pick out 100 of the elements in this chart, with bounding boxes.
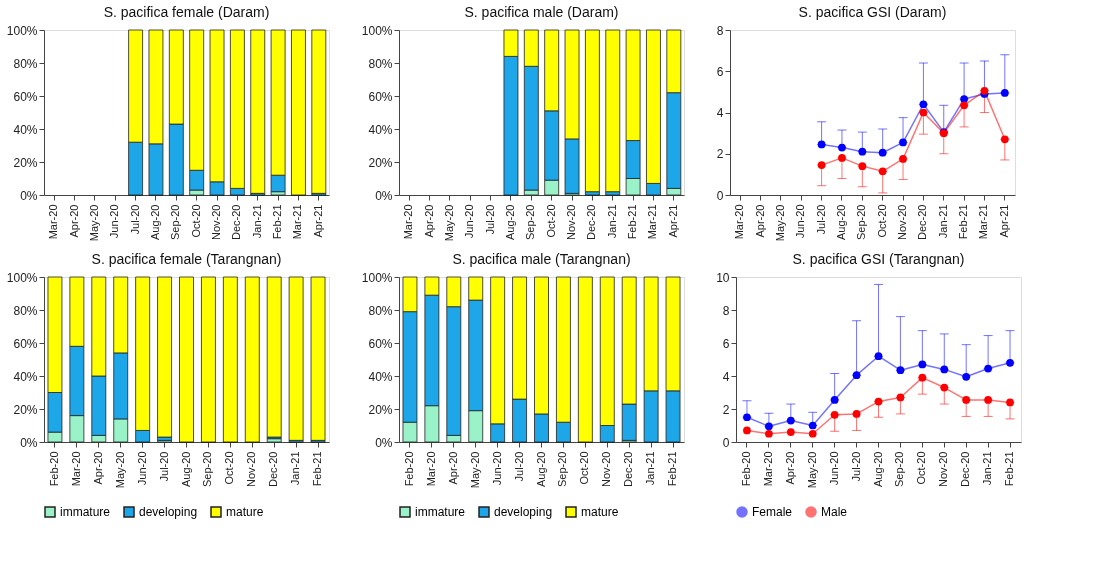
x-tick-label: Dec-20 bbox=[622, 451, 635, 487]
x-tick-label: Jun-20 bbox=[827, 451, 840, 486]
y-tick-label: 8 bbox=[722, 303, 730, 318]
x-tick-label: Feb-20 bbox=[402, 451, 415, 487]
y-tick-label: 6 bbox=[716, 64, 724, 79]
x-tick-label: Apr-20 bbox=[783, 451, 796, 485]
x-tick-label: Feb-20 bbox=[739, 451, 752, 487]
y-tick-label: 60% bbox=[368, 336, 393, 351]
y-tick-label: 60% bbox=[368, 89, 393, 104]
x-tick-label: Mar-20 bbox=[69, 451, 82, 487]
y-tick-label: 40% bbox=[13, 369, 38, 384]
x-tick-label: Mar-21 bbox=[291, 204, 304, 240]
y-tick-label: 100% bbox=[361, 23, 393, 38]
y-tick-label: 40% bbox=[368, 122, 393, 137]
x-tick-label: Apr-21 bbox=[311, 204, 324, 238]
y-tick-label: 80% bbox=[13, 56, 38, 71]
y-tick-label: 60% bbox=[13, 336, 38, 351]
y-tick-label: 60% bbox=[13, 89, 38, 104]
y-tick-label: 0% bbox=[20, 435, 38, 450]
y-tick-label: 4 bbox=[716, 106, 724, 120]
y-tick-label: 6 bbox=[722, 336, 730, 351]
chart-title: S. pacifica GSI (Daram) bbox=[798, 4, 947, 20]
x-tick-label: Oct-20 bbox=[544, 204, 557, 238]
x-tick-label: Jan-21 bbox=[644, 451, 657, 486]
x-tick-label: Nov-20 bbox=[896, 204, 909, 240]
x-tick-label: Feb-21 bbox=[311, 451, 324, 487]
x-tick-label: Jan-21 bbox=[605, 204, 618, 239]
x-tick-label: Jun-20 bbox=[794, 204, 807, 239]
x-tick-label: Mar-20 bbox=[424, 451, 437, 487]
y-tick-label: 0% bbox=[20, 188, 38, 203]
x-tick-label: Nov-20 bbox=[210, 204, 223, 240]
y-tick-label: 80% bbox=[368, 56, 393, 71]
x-tick-label: Dec-20 bbox=[916, 204, 929, 240]
x-tick-label: Apr-20 bbox=[422, 204, 435, 238]
y-tick-label: 0 bbox=[722, 435, 730, 450]
x-tick-label: Apr-21 bbox=[997, 204, 1010, 238]
y-tick-label: 0% bbox=[375, 188, 393, 203]
x-tick-label: Aug-20 bbox=[871, 451, 884, 487]
x-tick-label: Mar-20 bbox=[47, 204, 60, 240]
chart-title: S. pacifica female (Daram) bbox=[103, 4, 270, 20]
x-tick-label: Aug-20 bbox=[179, 451, 192, 487]
x-tick-label: Mar-21 bbox=[646, 204, 659, 240]
x-tick-label: Jan-21 bbox=[981, 451, 994, 486]
legend-label: developing bbox=[494, 505, 553, 519]
x-tick-label: Oct-20 bbox=[915, 451, 928, 485]
y-tick-label: 2 bbox=[722, 402, 730, 417]
y-tick-label: 10 bbox=[716, 270, 730, 285]
x-tick-label: Aug-20 bbox=[503, 204, 516, 240]
x-tick-label: May-20 bbox=[773, 204, 786, 242]
x-tick-label: Apr-20 bbox=[446, 451, 459, 485]
y-tick-label: 2 bbox=[716, 147, 724, 162]
y-tick-label: 20% bbox=[368, 155, 393, 170]
y-tick-label: 80% bbox=[13, 303, 38, 318]
x-tick-label: May-20 bbox=[805, 451, 818, 489]
x-tick-label: Nov-20 bbox=[600, 451, 613, 487]
x-tick-label: Jun-20 bbox=[135, 451, 148, 486]
x-tick-label: May-20 bbox=[113, 451, 126, 489]
x-tick-label: Sep-20 bbox=[169, 204, 182, 240]
x-tick-label: Mar-20 bbox=[733, 204, 746, 240]
x-tick-label: Jan-21 bbox=[250, 204, 263, 239]
x-tick-label: Feb-21 bbox=[626, 204, 639, 240]
y-tick-label: 100% bbox=[361, 270, 393, 285]
x-tick-label: May-20 bbox=[87, 204, 100, 242]
legend-label: developing bbox=[139, 505, 198, 519]
x-tick-label: Jun-20 bbox=[490, 451, 503, 486]
chart-title: S. pacifica GSI (Tarangnan) bbox=[792, 251, 965, 267]
y-tick-label: 0% bbox=[375, 435, 393, 450]
x-tick-label: Jul-20 bbox=[814, 204, 827, 235]
x-tick-label: Aug-20 bbox=[148, 204, 161, 240]
x-tick-label: Sep-20 bbox=[556, 451, 569, 487]
legend-label: mature bbox=[581, 505, 619, 519]
x-tick-label: Apr-20 bbox=[753, 204, 766, 238]
y-tick-label: 80% bbox=[368, 303, 393, 318]
y-tick-label: 4 bbox=[722, 369, 730, 384]
x-tick-label: Apr-21 bbox=[666, 204, 679, 238]
x-tick-label: May-20 bbox=[442, 204, 455, 242]
x-tick-label: Dec-20 bbox=[585, 204, 598, 240]
x-tick-label: Jul-20 bbox=[483, 204, 496, 235]
legend-label: Male bbox=[821, 505, 848, 519]
x-tick-label: Feb-21 bbox=[666, 451, 679, 487]
x-tick-label: Nov-20 bbox=[565, 204, 578, 240]
x-tick-label: Dec-20 bbox=[959, 451, 972, 487]
x-tick-label: Feb-21 bbox=[271, 204, 284, 240]
x-tick-label: Aug-20 bbox=[834, 204, 847, 240]
x-tick-label: Mar-20 bbox=[402, 204, 415, 240]
x-tick-label: Mar-20 bbox=[761, 451, 774, 487]
x-tick-label: Oct-20 bbox=[875, 204, 888, 238]
legend-label: immature bbox=[60, 505, 111, 519]
y-tick-label: 0 bbox=[716, 188, 724, 203]
x-tick-label: Apr-20 bbox=[91, 451, 104, 485]
x-tick-label: Oct-20 bbox=[189, 204, 202, 238]
y-tick-label: 100% bbox=[6, 270, 38, 285]
x-tick-label: Jul-20 bbox=[128, 204, 141, 235]
x-tick-label: Jul-20 bbox=[849, 451, 862, 482]
x-tick-label: Feb-21 bbox=[957, 204, 970, 240]
x-tick-label: Jun-20 bbox=[108, 204, 121, 239]
chart-title: S. pacifica male (Daram) bbox=[464, 4, 619, 20]
x-tick-label: May-20 bbox=[468, 451, 481, 489]
y-tick-label: 8 bbox=[716, 23, 724, 38]
x-tick-label: Nov-20 bbox=[245, 451, 258, 487]
